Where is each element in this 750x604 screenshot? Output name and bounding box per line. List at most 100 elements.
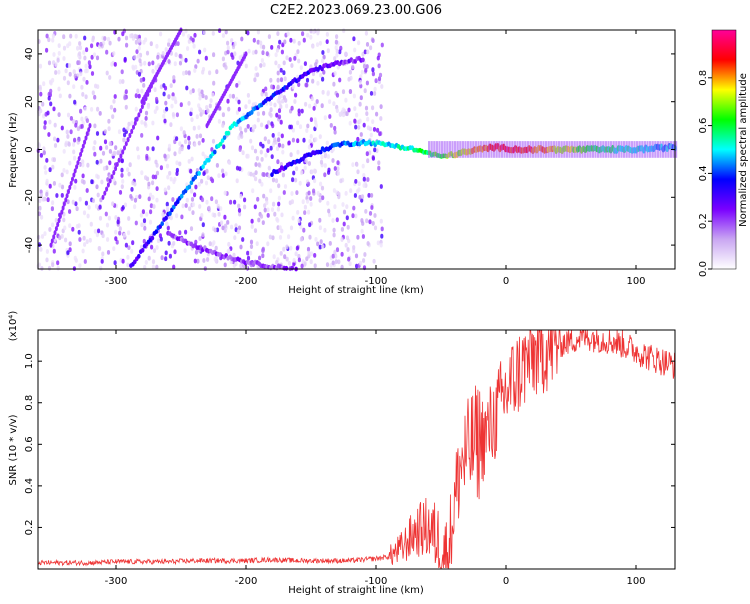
noise-cell — [51, 262, 55, 268]
noise-cell — [68, 241, 72, 247]
noise-cell — [64, 237, 68, 243]
noise-cell — [68, 93, 72, 99]
noise-cell — [199, 112, 203, 117]
noise-cell — [161, 51, 165, 56]
noise-cell — [184, 229, 188, 235]
noise-cell — [204, 95, 208, 100]
noise-cell — [310, 96, 314, 102]
noise-cell — [327, 212, 332, 218]
noise-cell — [198, 95, 202, 101]
noise-cell — [72, 84, 76, 89]
noise-cell — [85, 239, 89, 245]
ridge-cell — [270, 172, 274, 178]
y-tick-label: 40 — [24, 48, 35, 61]
noise-cell — [66, 134, 70, 139]
noise-cell — [358, 118, 362, 124]
noise-cell — [73, 99, 77, 105]
noise-cell — [123, 58, 127, 63]
noise-cell — [37, 234, 41, 240]
noise-cell — [269, 145, 273, 151]
noise-cell — [90, 179, 94, 185]
carrier-halo-cell — [511, 141, 514, 158]
noise-cell — [332, 188, 336, 193]
noise-cell — [121, 31, 125, 37]
noise-cell — [318, 217, 322, 223]
noise-cell — [260, 181, 264, 187]
noise-cell — [373, 86, 377, 92]
noise-cell — [271, 235, 275, 241]
noise-cell — [274, 60, 278, 66]
streak-cell — [115, 161, 119, 167]
noise-cell — [352, 36, 356, 42]
noise-cell — [366, 116, 370, 122]
noise-cell — [223, 214, 227, 220]
noise-cell — [47, 95, 51, 101]
noise-cell — [277, 63, 281, 69]
noise-cell — [307, 190, 311, 196]
noise-cell — [322, 69, 326, 75]
noise-cell — [237, 225, 242, 231]
noise-cell — [249, 138, 253, 144]
noise-cell — [145, 156, 149, 161]
streak-cell — [130, 128, 134, 134]
noise-cell — [53, 122, 57, 128]
noise-cell — [279, 119, 283, 125]
noise-cell — [73, 255, 77, 261]
snr-series-line — [37, 329, 675, 569]
noise-cell — [262, 62, 266, 68]
noise-cell — [151, 264, 155, 270]
noise-cell — [58, 235, 62, 241]
noise-cell — [212, 52, 216, 58]
noise-cell — [300, 108, 304, 114]
noise-cell — [62, 75, 67, 81]
y-tick-label: 1.0 — [24, 353, 35, 369]
snr-background — [38, 330, 675, 569]
noise-cell — [345, 204, 349, 210]
noise-cell — [338, 77, 342, 83]
noise-cell — [254, 49, 258, 55]
noise-cell — [281, 172, 285, 178]
noise-cell — [253, 148, 258, 154]
carrier-halo-cell — [446, 141, 449, 158]
x-tick-label: -100 — [365, 576, 388, 587]
noise-cell — [279, 67, 283, 73]
noise-cell — [223, 223, 228, 229]
noise-cell — [224, 29, 228, 35]
noise-cell — [180, 146, 184, 152]
noise-cell — [269, 188, 273, 194]
noise-cell — [261, 50, 265, 56]
noise-cell — [124, 242, 128, 248]
streak-cell — [121, 149, 125, 155]
noise-cell — [221, 33, 225, 38]
carrier-halo-cell — [454, 141, 457, 158]
noise-cell — [289, 225, 294, 231]
carrier-halo-cell — [456, 141, 459, 158]
noise-cell — [175, 167, 179, 173]
noise-cell — [126, 254, 130, 260]
noise-cell — [347, 76, 351, 82]
noise-cell — [275, 216, 279, 222]
noise-cell — [137, 93, 141, 99]
noise-cell — [191, 210, 195, 216]
noise-cell — [137, 38, 141, 43]
noise-cell — [332, 227, 336, 233]
noise-cell — [130, 120, 134, 126]
noise-cell — [253, 204, 257, 210]
noise-cell — [88, 237, 92, 243]
carrier-halo-cell — [534, 141, 537, 158]
noise-cell — [115, 239, 119, 245]
noise-cell — [289, 245, 293, 251]
noise-cell — [274, 178, 279, 184]
noise-cell — [182, 70, 186, 76]
noise-cell — [227, 106, 231, 112]
noise-cell — [105, 145, 109, 150]
noise-cell — [38, 205, 42, 211]
noise-cell — [323, 227, 327, 233]
noise-cell — [137, 34, 141, 40]
noise-cell — [62, 45, 67, 51]
noise-cell — [221, 56, 225, 62]
carrier-halo-cell — [443, 141, 446, 158]
noise-cell — [249, 250, 253, 256]
noise-cell — [263, 203, 267, 209]
noise-cell — [319, 72, 323, 78]
